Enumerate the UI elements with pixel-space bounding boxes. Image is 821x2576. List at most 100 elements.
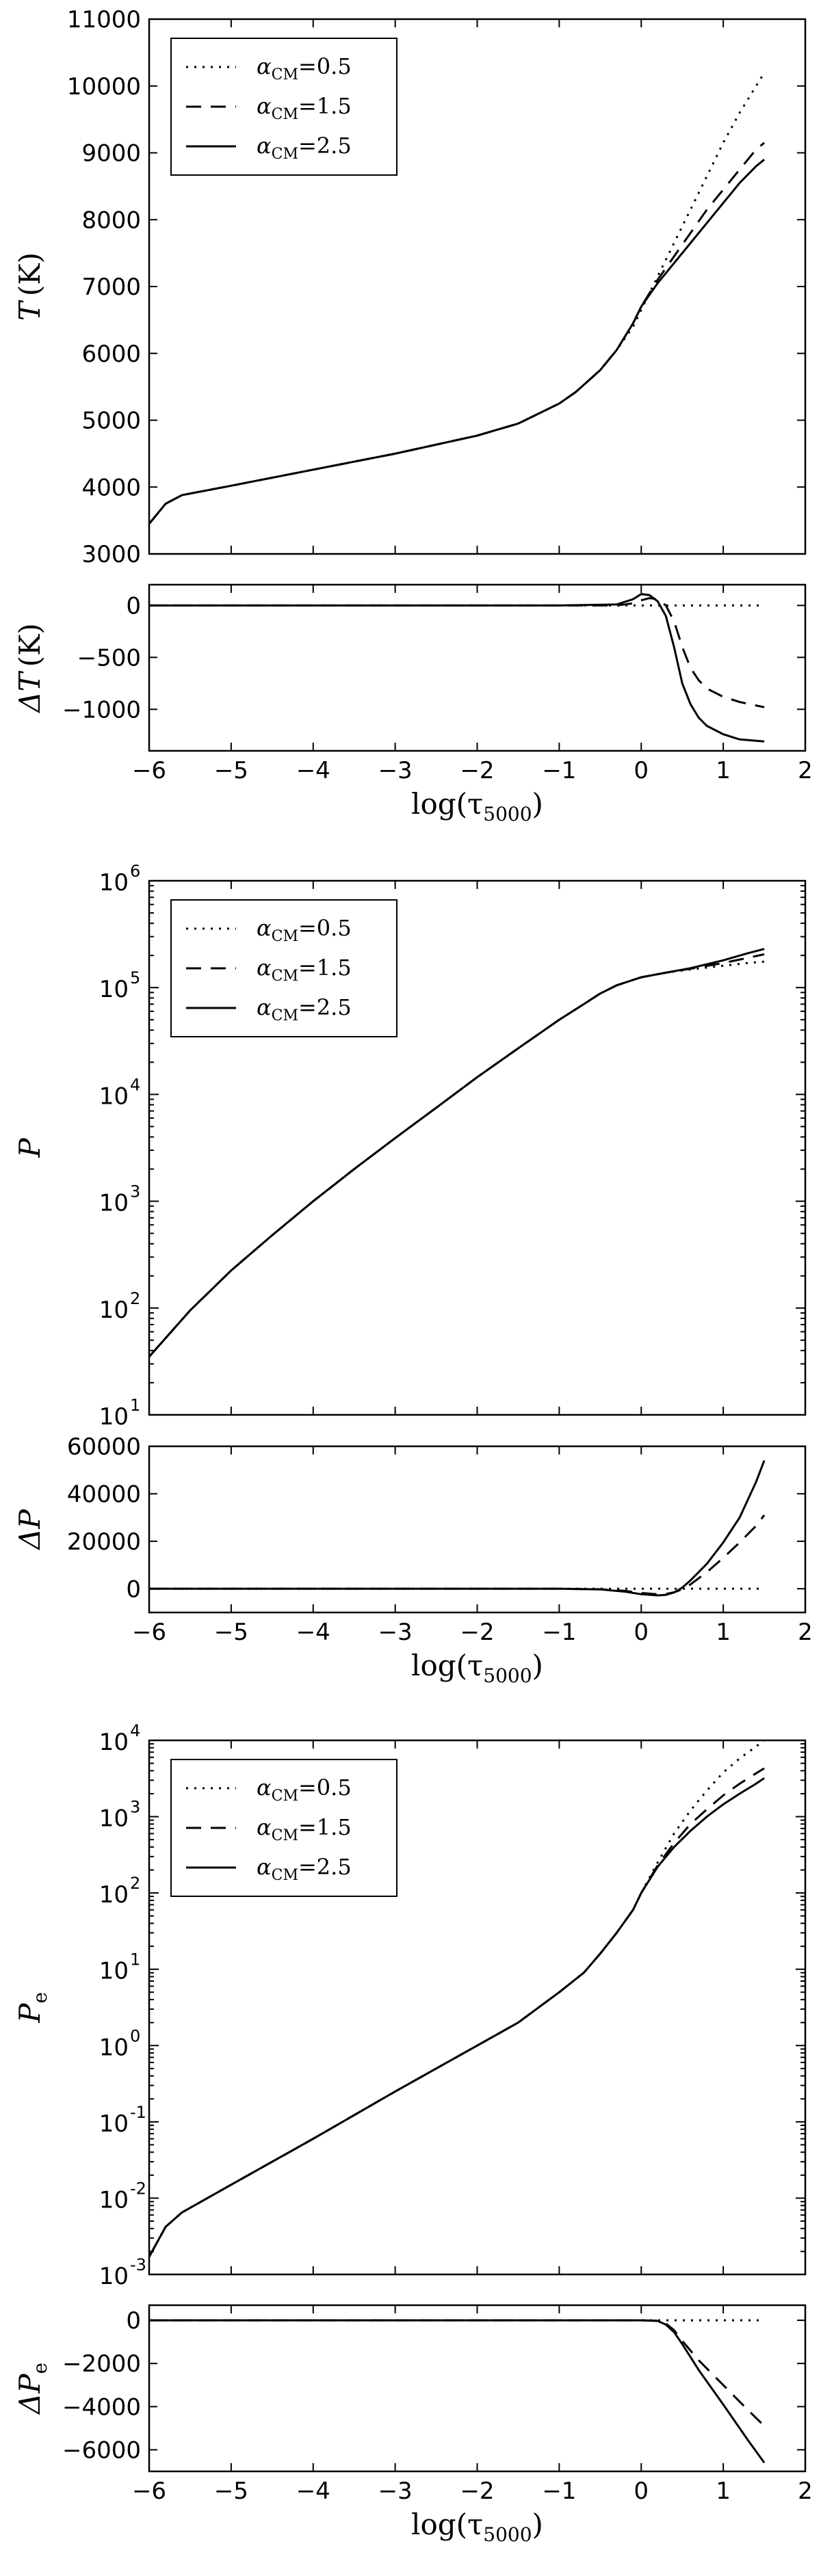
- legend-entry-value: =2.5: [298, 133, 352, 159]
- y-tick-label: −2000: [62, 2350, 141, 2378]
- y-axis-label-unit: (K): [13, 623, 47, 667]
- y-tick-label-exponent: 5: [130, 968, 140, 987]
- legend-entry-value: =0.5: [298, 53, 352, 79]
- y-tick-label: 7000: [81, 274, 141, 301]
- legend-entry-symbol: α: [257, 93, 272, 119]
- y-tick-label: 9000: [81, 140, 141, 168]
- y-tick-label: 5000: [81, 408, 141, 435]
- y-tick-label-exponent: 1: [130, 1950, 140, 1969]
- x-tick-label: 2: [798, 757, 813, 784]
- x-tick-label: 2: [798, 2478, 813, 2505]
- legend-entry-subscript: CM: [272, 928, 298, 945]
- series-line-dashed: [149, 597, 765, 708]
- y-tick-label: −1000: [62, 696, 141, 723]
- y-tick-label: −6000: [62, 2436, 141, 2464]
- x-tick-label: −4: [296, 757, 330, 784]
- legend-entry-value: =1.5: [298, 93, 352, 119]
- x-tick-label: 1: [716, 2478, 731, 2505]
- x-tick-label: −3: [378, 757, 413, 784]
- y-tick-label: 10: [99, 869, 129, 897]
- x-tick-label: −5: [214, 757, 248, 784]
- legend-entry-subscript: CM: [272, 1007, 298, 1024]
- x-tick-label: −6: [132, 2478, 166, 2505]
- plot-frame: [148, 1445, 807, 1614]
- y-axis-label: ΔPe: [13, 2363, 51, 2415]
- y-tick-label: 3000: [81, 541, 141, 568]
- legend-entry: αCM=1.5: [257, 955, 352, 985]
- y-tick-label-exponent: -3: [130, 2255, 146, 2274]
- legend-entry-symbol: α: [257, 955, 272, 981]
- x-tick-label: −6: [132, 757, 166, 784]
- legend-entry-symbol: α: [257, 994, 272, 1020]
- y-tick-label-exponent: 4: [130, 1721, 140, 1740]
- y-tick-label: 10: [99, 1190, 129, 1217]
- y-axis-label-main: P: [13, 1138, 47, 1158]
- x-axis-label-close: ): [532, 787, 543, 821]
- x-tick-label: 0: [634, 757, 649, 784]
- legend-entry-symbol: α: [257, 1775, 272, 1801]
- y-tick-label: 10: [99, 1805, 129, 1833]
- x-axis-label: log(τ5000): [411, 1649, 543, 1687]
- series-line-dashed: [149, 142, 766, 525]
- x-tick-label: 2: [798, 1619, 813, 1646]
- legend-entry-subscript: CM: [272, 66, 298, 83]
- legend-entry-subscript: CM: [272, 1827, 298, 1844]
- y-axis-label-main: ΔP: [13, 2374, 47, 2415]
- legend-box: [170, 38, 398, 176]
- legend-entry: αCM=2.5: [257, 994, 352, 1024]
- y-tick-label: 10: [99, 1083, 129, 1110]
- x-tick-label: −2: [460, 1619, 494, 1646]
- x-axis-label: log(τ5000): [411, 2508, 543, 2546]
- y-tick-label: 0: [126, 2307, 141, 2335]
- y-axis-label-subscript: e: [29, 1992, 51, 2004]
- x-axis-label-main: log(τ: [411, 1649, 483, 1682]
- panel-pressure-difference: −6 −5 −4 −3 −2 −1 0 1 2 0 20000 40000 60000 ΔP log(τ50…: [13, 1433, 813, 1687]
- series-line-solid: [149, 948, 765, 1357]
- y-tick-label: 10: [99, 2263, 129, 2290]
- y-tick-label: 60000: [67, 1433, 141, 1461]
- x-axis-label-subscript: 5000: [483, 2523, 532, 2546]
- x-tick-label: 1: [716, 757, 731, 784]
- legend-entry: αCM=0.5: [257, 53, 352, 83]
- legend-entry: αCM=2.5: [257, 133, 352, 163]
- y-tick-label: −4000: [62, 2393, 141, 2421]
- x-tick-label: 0: [634, 1619, 649, 1646]
- legend-entry: αCM=0.5: [257, 915, 352, 945]
- y-tick-label-exponent: 0: [130, 2026, 140, 2045]
- y-tick-label: 20000: [67, 1528, 141, 1556]
- y-tick-label-exponent: 2: [130, 1289, 140, 1308]
- legend-entry-value: =0.5: [298, 915, 352, 941]
- y-tick-label: 40000: [67, 1480, 141, 1508]
- y-tick-label: 4000: [81, 474, 141, 501]
- y-axis-label: T (K): [13, 252, 47, 321]
- panel-electron-pressure-difference: −6 −5 −4 −3 −2 −1 0 1 2 −6000 −4000 −2000 0 ΔPe log(τ5…: [13, 2304, 813, 2546]
- y-tick-label: 10000: [67, 73, 141, 101]
- y-tick-label: 6000: [81, 341, 141, 368]
- y-axis-label-main: T: [13, 300, 47, 321]
- y-axis-label: ΔT(K): [13, 623, 47, 714]
- legend-entry-subscript: CM: [272, 968, 298, 985]
- legend-box: [170, 899, 398, 1037]
- y-axis-label: ΔP: [13, 1509, 47, 1550]
- y-axis-label: P: [13, 1138, 47, 1158]
- legend-entry-value: =1.5: [298, 955, 352, 981]
- x-axis-label: log(τ5000): [411, 787, 543, 825]
- legend-entry: αCM=1.5: [257, 93, 352, 123]
- x-tick-label: −1: [542, 2478, 576, 2505]
- x-tick-label: −5: [214, 2478, 248, 2505]
- x-tick-label: −4: [296, 1619, 330, 1646]
- y-tick-label: 10: [99, 2110, 129, 2138]
- y-tick-label: 10: [99, 976, 129, 1003]
- legend-entry-subscript: CM: [272, 106, 298, 123]
- x-axis-label-main: log(τ: [411, 787, 483, 821]
- legend-entry-symbol: α: [257, 1814, 272, 1840]
- x-tick-label: 0: [634, 2478, 649, 2505]
- series-line-dashed: [149, 2319, 766, 2427]
- x-tick-label: −2: [460, 2478, 494, 2505]
- y-tick-label: 10: [99, 1297, 129, 1324]
- legend-entry-subscript: CM: [272, 146, 298, 163]
- legend-entry-value: =2.5: [298, 994, 352, 1020]
- legend-entry-symbol: α: [257, 133, 272, 159]
